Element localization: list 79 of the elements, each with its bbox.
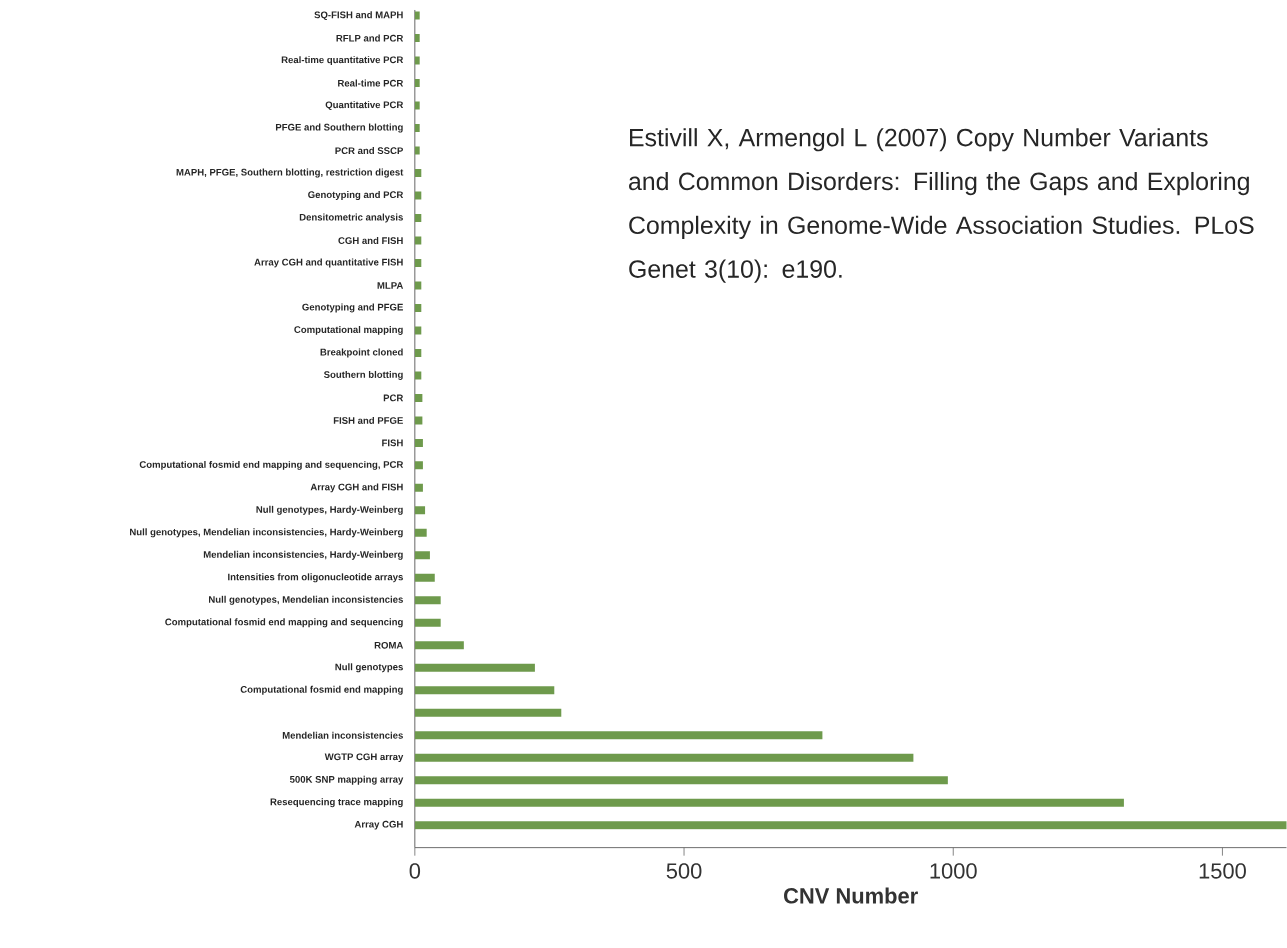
bar bbox=[414, 236, 422, 245]
y-tick-label: Mendelian inconsistencies, Hardy-Weinberg bbox=[203, 551, 403, 560]
bar bbox=[414, 551, 430, 560]
y-tick-label: SQ-FISH and MAPH bbox=[314, 11, 403, 21]
y-tick-label: FISH bbox=[382, 439, 403, 447]
bar bbox=[414, 124, 420, 133]
bar bbox=[414, 461, 423, 470]
bar bbox=[414, 394, 423, 403]
bar bbox=[414, 529, 427, 538]
y-tick-label: Null genotypes bbox=[335, 663, 403, 673]
bar bbox=[414, 708, 562, 717]
y-tick-label: WGTP CGH array bbox=[324, 753, 404, 763]
bar bbox=[414, 416, 423, 425]
bar bbox=[414, 596, 441, 605]
bar bbox=[414, 169, 422, 178]
bar bbox=[414, 798, 1124, 807]
bar bbox=[414, 753, 914, 762]
y-tick-label: Null genotypes, Hardy-Weinberg bbox=[256, 506, 403, 516]
bar bbox=[414, 214, 422, 223]
y-tick-label: Intensities from oligonucleotide arrays bbox=[228, 573, 403, 583]
x-tick-label: 0 bbox=[409, 863, 421, 879]
y-tick-label: Quantitative PCR bbox=[325, 101, 404, 111]
bar bbox=[414, 79, 420, 88]
y-tick-label: 500K SNP mapping array bbox=[289, 775, 404, 785]
y-tick-label: Real-time PCR bbox=[338, 79, 404, 87]
bar bbox=[414, 191, 422, 200]
y-tick-label: Array CGH and FISH bbox=[310, 483, 403, 493]
y-tick-label: Genotyping and PFGE bbox=[302, 303, 403, 313]
bar bbox=[414, 821, 1287, 830]
bar bbox=[414, 326, 422, 335]
bar bbox=[414, 349, 422, 358]
bar bbox=[414, 281, 422, 290]
y-tick-label: Null genotypes, Mendelian inconsistencies, Hardy-Weinberg bbox=[130, 528, 403, 538]
y-tick-label: Computational fosmid end mapping and sequencing bbox=[165, 618, 403, 628]
bar bbox=[414, 146, 420, 155]
y-tick-label: Array CGH bbox=[354, 821, 403, 830]
x-tick-label: 1500 bbox=[1199, 863, 1246, 879]
y-tick-label: Computational fosmid end mapping bbox=[240, 685, 403, 695]
y-tick-label: Computational mapping bbox=[294, 326, 403, 336]
bar bbox=[414, 101, 420, 110]
y-tick-label: Breakpoint cloned bbox=[320, 348, 403, 358]
y-tick-label: PCR bbox=[383, 394, 404, 402]
y-tick-label: Genotyping and PCR bbox=[308, 191, 404, 201]
y-tick-label: CGH and FISH bbox=[338, 237, 403, 245]
bar bbox=[414, 731, 823, 740]
y-tick-label: MLPA bbox=[377, 282, 404, 289]
bar bbox=[414, 686, 555, 695]
bar bbox=[414, 56, 420, 65]
y-tick-label: Null genotypes, Mendelian inconsistencies bbox=[209, 596, 403, 605]
bar bbox=[414, 371, 422, 380]
bar bbox=[414, 506, 426, 515]
y-tick-label: Densitometric analysis bbox=[299, 213, 403, 223]
bar bbox=[414, 663, 535, 672]
y-tick-label: Resequencing trace mapping bbox=[270, 798, 403, 808]
y-tick-label: ROMA bbox=[374, 642, 404, 649]
bar bbox=[414, 34, 420, 43]
y-tick-label: Southern blotting bbox=[323, 371, 403, 381]
y-tick-label: Mendelian inconsistencies bbox=[282, 731, 403, 739]
bar bbox=[414, 11, 420, 20]
bar bbox=[414, 484, 423, 493]
bar bbox=[414, 259, 422, 268]
y-tick-label: FISH and PFGE bbox=[333, 417, 403, 425]
y-tick-label: PFGE and Southern blotting bbox=[275, 123, 403, 133]
bar bbox=[414, 618, 441, 627]
y-tick-label: RFLP and PCR bbox=[336, 34, 404, 42]
y-tick-label: Real-time quantitative PCR bbox=[281, 56, 404, 66]
y-tick-label: MAPH, PFGE, Southern blotting, restriction digest bbox=[176, 168, 404, 178]
bar bbox=[414, 641, 464, 650]
y-tick-label: Computational fosmid end mapping and sequencing, PCR bbox=[139, 461, 404, 471]
x-tick-label: 1000 bbox=[930, 863, 977, 879]
x-tick-label: 500 bbox=[666, 863, 702, 879]
y-tick-label: PCR and SSCP bbox=[335, 147, 403, 155]
bar bbox=[414, 439, 423, 448]
x-axis-title: CNV Number bbox=[784, 887, 918, 904]
bar bbox=[414, 304, 422, 313]
bar bbox=[414, 776, 948, 785]
bar bbox=[414, 573, 435, 582]
annotation: Estivill X, Armengol L (2007) Copy Number Variants and Common Disorders: Filling the Gaps and Exploring Complexity in Genome-Wide Association Studies. PLoS Genet 3(10): e190. bbox=[629, 128, 1254, 283]
y-tick-label: Array CGH and quantitative FISH bbox=[254, 258, 403, 268]
